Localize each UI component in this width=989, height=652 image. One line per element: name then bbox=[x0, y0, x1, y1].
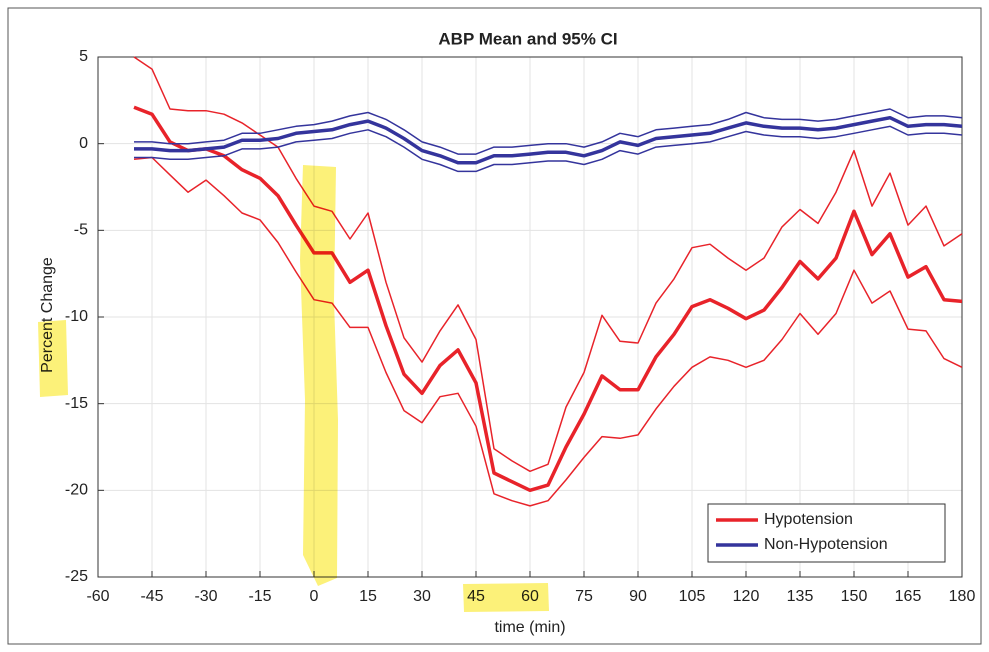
x-tick-label: 105 bbox=[679, 588, 706, 605]
y-tick-label: 0 bbox=[79, 135, 88, 152]
x-tick-label: -15 bbox=[248, 588, 271, 605]
y-tick-label: -20 bbox=[65, 482, 88, 499]
x-tick-label: -60 bbox=[86, 588, 109, 605]
y-tick-label: -10 bbox=[65, 308, 88, 325]
x-tick-label: -30 bbox=[194, 588, 217, 605]
mean-line bbox=[134, 115, 963, 165]
highlighter-mark bbox=[300, 165, 338, 586]
legend-label: Hypotension bbox=[764, 511, 853, 528]
y-tick-label: -5 bbox=[74, 222, 88, 239]
ci-upper-line bbox=[134, 108, 963, 155]
x-tick-label: 165 bbox=[895, 588, 922, 605]
x-tick-label: 0 bbox=[310, 588, 319, 605]
mean-line bbox=[133, 105, 963, 493]
legend-box bbox=[707, 503, 946, 563]
ci-upper-line bbox=[133, 56, 963, 473]
plot: -60-45-30-150153045607590105120135150165… bbox=[65, 48, 976, 605]
ci-lower-line bbox=[134, 125, 963, 173]
x-tick-label: 135 bbox=[787, 588, 814, 605]
x-tick-label: 150 bbox=[841, 588, 868, 605]
plot-border bbox=[97, 56, 963, 578]
x-tick-label: 90 bbox=[629, 588, 647, 605]
x-axis-label: time (min) bbox=[494, 619, 565, 636]
y-tick-label: -15 bbox=[65, 395, 88, 412]
ci-lower-line bbox=[133, 156, 963, 507]
highlighter-mark bbox=[38, 320, 68, 397]
y-tick-label: 5 bbox=[79, 48, 88, 65]
x-tick-label: 15 bbox=[359, 588, 377, 605]
chart-title: ABP Mean and 95% CI bbox=[438, 29, 617, 48]
x-tick-label: 75 bbox=[575, 588, 593, 605]
legend-label: Non-Hypotension bbox=[764, 536, 888, 553]
x-tick-label: 120 bbox=[733, 588, 760, 605]
y-tick-label: -25 bbox=[65, 568, 88, 585]
x-tick-label: 30 bbox=[413, 588, 431, 605]
x-tick-label: -45 bbox=[140, 588, 163, 605]
highlighter-mark bbox=[463, 583, 549, 612]
x-tick-label: 180 bbox=[949, 588, 976, 605]
